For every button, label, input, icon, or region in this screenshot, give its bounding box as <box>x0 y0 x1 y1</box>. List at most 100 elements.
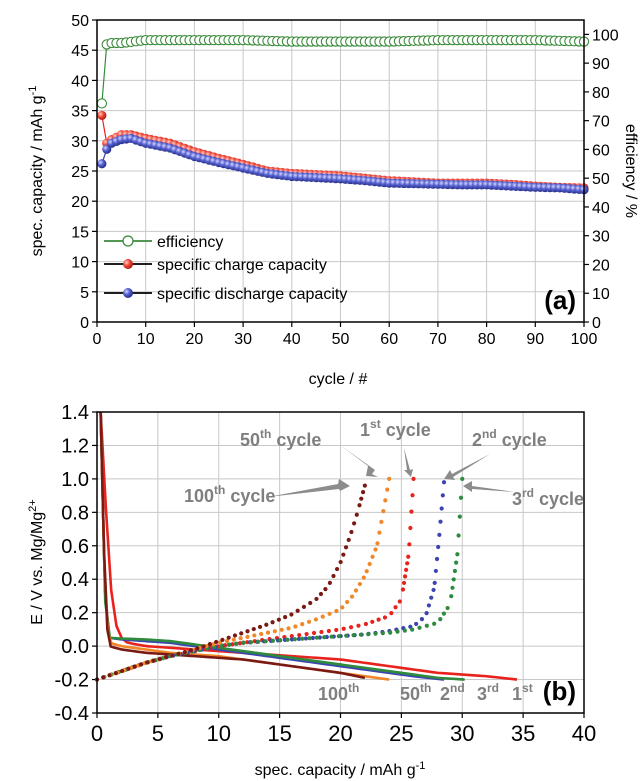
tick-label-y: 10 <box>71 255 89 272</box>
panel-b-discharge-curves <box>99 411 518 681</box>
tick-label-x: 100 <box>571 331 598 348</box>
tick-label-y: 5 <box>80 285 89 302</box>
tick-label-y: 35 <box>71 104 89 121</box>
charge-point <box>357 581 362 587</box>
charge-point <box>214 639 219 645</box>
charge-point <box>334 608 339 614</box>
charge-point <box>450 585 455 590</box>
tick-label-y: 20 <box>71 194 89 211</box>
arrow-2nd <box>444 454 490 480</box>
charge-point <box>289 633 294 639</box>
charge-point <box>241 640 246 645</box>
tick-label-y2: 100 <box>592 27 619 44</box>
tick-label-y2: 90 <box>592 56 610 73</box>
charge-point <box>126 666 131 671</box>
tick-label-y: 0.0 <box>61 636 89 658</box>
charge-point <box>176 651 181 656</box>
charge-point <box>358 632 363 637</box>
tick-label-y: 45 <box>71 43 89 60</box>
charge-point <box>248 640 254 645</box>
tick-label-x: 20 <box>186 331 204 348</box>
charge-point <box>402 628 407 633</box>
charge-point <box>373 631 378 636</box>
charge-point <box>426 603 432 608</box>
charge-point <box>454 560 459 565</box>
panel-a-ticks: 0 10 20 30 40 50 60 70 80 90 100051015202530354045… <box>71 13 619 348</box>
charge-point <box>361 575 366 580</box>
discharge-curve-cycle-3 <box>99 411 465 681</box>
charge-point <box>401 580 407 586</box>
tick-label-x: 15 <box>267 721 291 746</box>
charge-point <box>340 605 345 610</box>
charge-point <box>370 554 375 559</box>
tick-label-y: -0.4 <box>55 703 89 725</box>
label-100th-cycle: 100th cycle <box>184 483 275 506</box>
charge-point <box>237 641 243 646</box>
charge-point <box>352 521 357 526</box>
legend-charge-marker <box>123 259 133 269</box>
charge-point <box>119 668 125 674</box>
charge-point <box>377 530 382 535</box>
panel-b-cycle-labels: 50th cycle 1st cycle 2nd cycle 100th cyc… <box>184 417 584 509</box>
charge-point <box>349 529 354 535</box>
charge-point <box>303 636 308 641</box>
charge-point <box>107 673 112 678</box>
tick-label-y: 1.2 <box>61 435 89 457</box>
charge-point <box>364 569 369 574</box>
charge-point <box>363 621 369 627</box>
panel-a-points <box>96 34 590 195</box>
charge-point <box>407 542 412 547</box>
charge-point <box>367 561 372 567</box>
tick-label-y: 0.6 <box>61 536 89 558</box>
panel-b-frame <box>96 411 585 714</box>
charge-point <box>195 646 200 651</box>
charge-point <box>410 493 415 498</box>
tick-label-y: 1.0 <box>61 469 89 491</box>
charge-point <box>441 611 447 616</box>
tick-label-y2: 80 <box>592 85 610 102</box>
charge-point <box>226 642 232 647</box>
data-point <box>96 98 108 109</box>
tick-label-y: 0 <box>80 315 89 332</box>
tick-label-y: 50 <box>71 13 89 30</box>
charge-point <box>145 660 150 665</box>
discharge-curve-cycle-1 <box>99 411 518 681</box>
panel-a-label: (a) <box>544 285 576 315</box>
panel-a-legend: efficiency specific charge capacity spec… <box>104 234 347 303</box>
charge-point <box>151 658 156 663</box>
charge-point <box>351 633 356 638</box>
charge-point <box>385 487 390 492</box>
charge-point <box>201 644 206 649</box>
charge-point <box>366 632 371 637</box>
charge-point <box>219 643 224 648</box>
charge-point <box>404 567 409 572</box>
label-3rd-cycle: 3rd cycle <box>512 486 584 509</box>
charge-point <box>395 629 400 634</box>
panel-a-grid <box>97 20 584 322</box>
charge-point <box>300 622 305 627</box>
tick-label-y: 25 <box>71 164 89 181</box>
charge-point <box>356 623 361 628</box>
charge-point <box>388 630 393 635</box>
panel-b-ylabel: E / V vs. Mg/Mg2+ <box>27 499 46 624</box>
charge-point <box>457 514 462 519</box>
charge-point <box>359 496 364 501</box>
charge-point <box>132 664 137 669</box>
charge-point <box>383 498 388 503</box>
charge-point <box>424 611 429 616</box>
tick-label-x: 30 <box>450 721 474 746</box>
charge-curve-cycle-100 <box>94 483 367 682</box>
charge-point <box>379 519 384 524</box>
charge-point <box>460 476 465 481</box>
charge-point <box>138 662 143 667</box>
legend-charge-label: specific charge capacity <box>157 257 327 274</box>
panel-b: 0 5 10 15 20 25 30 35 40 -0.4 -0.2 0.0 0.2 0.4 0.6 0.8 1… <box>27 402 596 779</box>
charge-point <box>320 614 325 619</box>
charge-point <box>437 532 442 537</box>
charge-point <box>343 545 349 550</box>
arrow-3rd <box>463 481 515 492</box>
charge-point <box>334 566 340 572</box>
charge-point <box>310 635 315 641</box>
charge-point <box>314 596 319 602</box>
charge-point <box>245 634 250 639</box>
